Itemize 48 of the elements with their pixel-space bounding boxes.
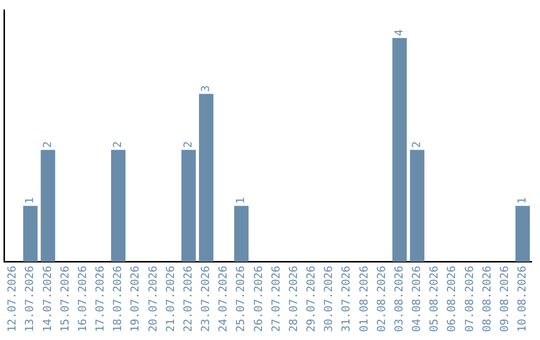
x-tick-label: 25.07.2026 [234, 266, 248, 332]
x-tick-label: 10.08.2026 [516, 266, 529, 332]
x-tick-label: 09.08.2026 [498, 266, 511, 332]
x-tick-label: 16.07.2026 [76, 266, 89, 332]
bar [181, 150, 196, 262]
data-label: 2 [410, 141, 424, 148]
x-tick-label: 20.07.2026 [146, 266, 160, 332]
x-tick-label: 15.07.2026 [58, 266, 72, 332]
bar [23, 206, 38, 262]
x-tick-label: 29.07.2026 [304, 266, 318, 332]
x-tick-label: 24.07.2026 [216, 266, 230, 332]
data-label: 1 [234, 197, 248, 204]
data-label: 3 [199, 85, 212, 92]
bar [234, 206, 249, 262]
x-tick-label: 30.07.2026 [322, 266, 336, 332]
x-tick-label: 17.07.2026 [94, 266, 107, 332]
x-tick-label: 07.08.2026 [462, 266, 476, 332]
x-tick-label: 05.08.2026 [428, 266, 441, 332]
x-tick-label: 19.07.2026 [128, 266, 142, 332]
x-tick-label: 03.08.2026 [392, 266, 406, 332]
x-tick-label: 31.07.2026 [340, 266, 353, 332]
data-label: 4 [392, 28, 406, 36]
data-label: 2 [111, 141, 124, 148]
x-tick-label: 06.08.2026 [445, 266, 458, 332]
x-tick-label: 12.07.2026 [6, 266, 19, 332]
x-tick-label: 13.07.2026 [23, 266, 36, 332]
x-tick-label: 26.07.2026 [252, 266, 265, 332]
x-tick-label: 18.07.2026 [111, 266, 124, 332]
data-label: 2 [181, 141, 194, 148]
bar [392, 38, 407, 262]
x-tick-label: 27.07.2026 [269, 266, 282, 332]
bar [198, 94, 214, 262]
bar [40, 150, 56, 262]
x-tick-label: 22.07.2026 [181, 266, 194, 332]
x-tick-label: 28.07.2026 [286, 266, 300, 332]
x-tick-label: 02.08.2026 [374, 266, 388, 332]
x-tick-label: 14.07.2026 [40, 266, 54, 332]
bar [515, 206, 530, 262]
x-tick-label: 08.08.2026 [480, 266, 494, 332]
bar [410, 150, 424, 262]
x-tick-label: 23.07.2026 [199, 266, 212, 332]
bar [111, 150, 126, 262]
data-label: 1 [516, 197, 529, 204]
x-tick-label: 21.07.2026 [164, 266, 177, 332]
data-label: 1 [23, 197, 36, 204]
x-tick-label: 04.08.2026 [410, 266, 424, 332]
data-label: 2 [40, 141, 54, 148]
x-tick-label: 01.08.2026 [357, 266, 370, 332]
